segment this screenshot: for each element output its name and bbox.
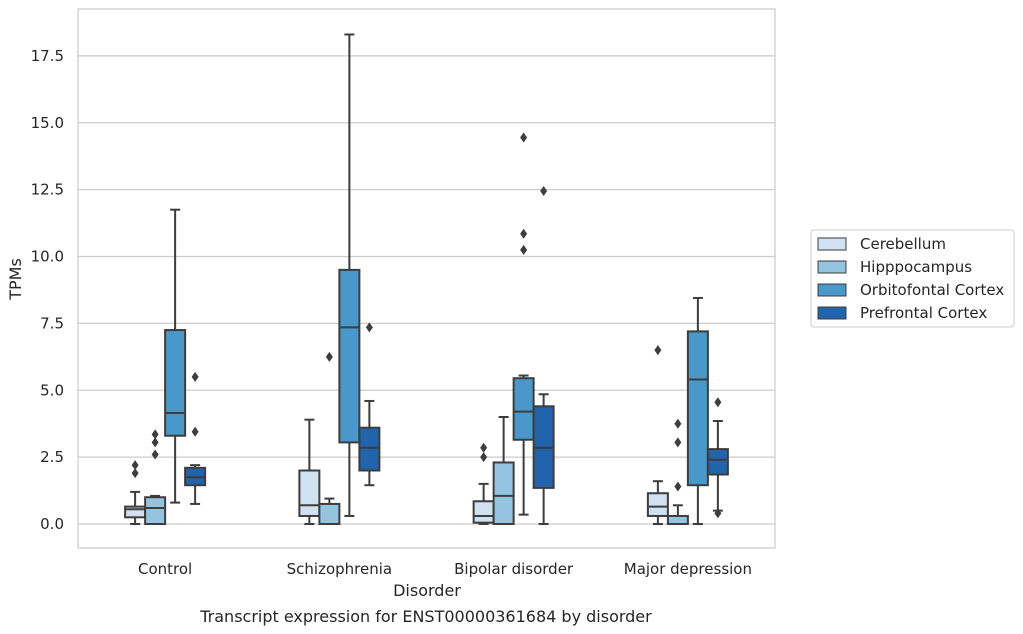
legend: Cerebellum Hipppocampus Orbitofontal Corte… [810,229,1015,328]
iqr-box [164,329,187,437]
outlier-point [480,442,488,453]
box-hipppocampus [666,418,689,525]
outlier-point [191,371,199,382]
outlier-point [540,185,548,196]
iqr-box [124,505,147,519]
legend-label: Prefrontal Cortex [860,304,987,322]
box-prefrontal-cortex [184,371,207,505]
y-tick-label: 0.0 [40,515,64,533]
iqr-box [472,500,495,524]
outlier-point [131,468,139,479]
box-cerebellum [646,345,669,525]
y-tick-label: 5.0 [40,381,64,399]
outlier-point [714,508,722,519]
y-tick-label: 2.5 [40,448,64,466]
outlier-point [714,397,722,408]
box-hipppocampus [492,416,515,526]
outlier-point [674,481,682,492]
boxes [124,33,729,526]
x-tick-label: Major depression [624,560,752,578]
box-cerebellum [298,418,321,525]
outlier-point [131,460,139,471]
iqr-box [298,469,321,517]
x-tick-label: Schizophrenia [287,560,392,578]
y-axis-title: TPMs [6,258,25,301]
iqr-box [666,514,689,525]
legend-swatch [817,237,847,251]
box-orbitofontal-cortex [686,296,709,525]
y-tick-labels: 0.0 2.5 5.0 7.5 10.0 12.5 15.0 17.5 [31,47,64,533]
y-tick-label: 15.0 [31,114,64,132]
outlier-point [151,437,159,448]
legend-label: Orbitofontal Cortex [860,281,1004,299]
outlier-point [365,322,373,333]
iqr-box [512,377,535,441]
legend-swatch [817,260,847,274]
box-prefrontal-cortex [532,185,555,525]
iqr-box [706,448,729,476]
outlier-point [654,345,662,356]
x-tick-label: Bipolar disorder [454,560,574,578]
legend-swatch [817,283,847,297]
box-prefrontal-cortex [706,397,729,519]
iqr-box [646,492,669,517]
box-orbitofontal-cortex [338,33,361,517]
y-tick-label: 7.5 [40,314,64,332]
iqr-box [338,268,361,444]
iqr-box [492,461,515,526]
box-orbitofontal-cortex [164,208,187,504]
legend-label: Hipppocampus [860,258,972,276]
gridlines [78,55,775,525]
box-prefrontal-cortex [358,322,381,487]
plot-area-frame [77,8,776,549]
outlier-point [674,418,682,429]
legend-swatch [817,306,847,320]
x-axis-title: Disorder [393,581,461,600]
outlier-point [674,437,682,448]
box-hipppocampus [318,351,341,525]
outlier-point [520,244,528,255]
outlier-point [325,351,333,362]
iqr-box [318,502,341,525]
outlier-point [151,449,159,460]
y-tick-label: 12.5 [31,181,64,199]
legend-frame [810,229,1015,328]
outlier-point [151,429,159,440]
iqr-box [144,496,167,525]
x-tick-labels: Control Schizophrenia Bipolar disorder Majo… [138,560,752,578]
iqr-box [686,330,709,487]
outlier-point [191,426,199,437]
box-cerebellum [472,442,495,525]
legend-label: Cerebellum [860,235,946,253]
outlier-point [520,228,528,239]
y-tick-label: 10.0 [31,248,64,266]
box-cerebellum [124,460,147,525]
y-tick-label: 17.5 [31,47,64,65]
outlier-point [520,132,528,143]
chart-caption: Transcript expression for ENST0000036168… [199,607,652,626]
x-tick-label: Control [138,560,192,578]
iqr-box [358,426,381,472]
box-hipppocampus [144,429,167,525]
outlier-point [480,452,488,463]
box-orbitofontal-cortex [512,132,535,516]
